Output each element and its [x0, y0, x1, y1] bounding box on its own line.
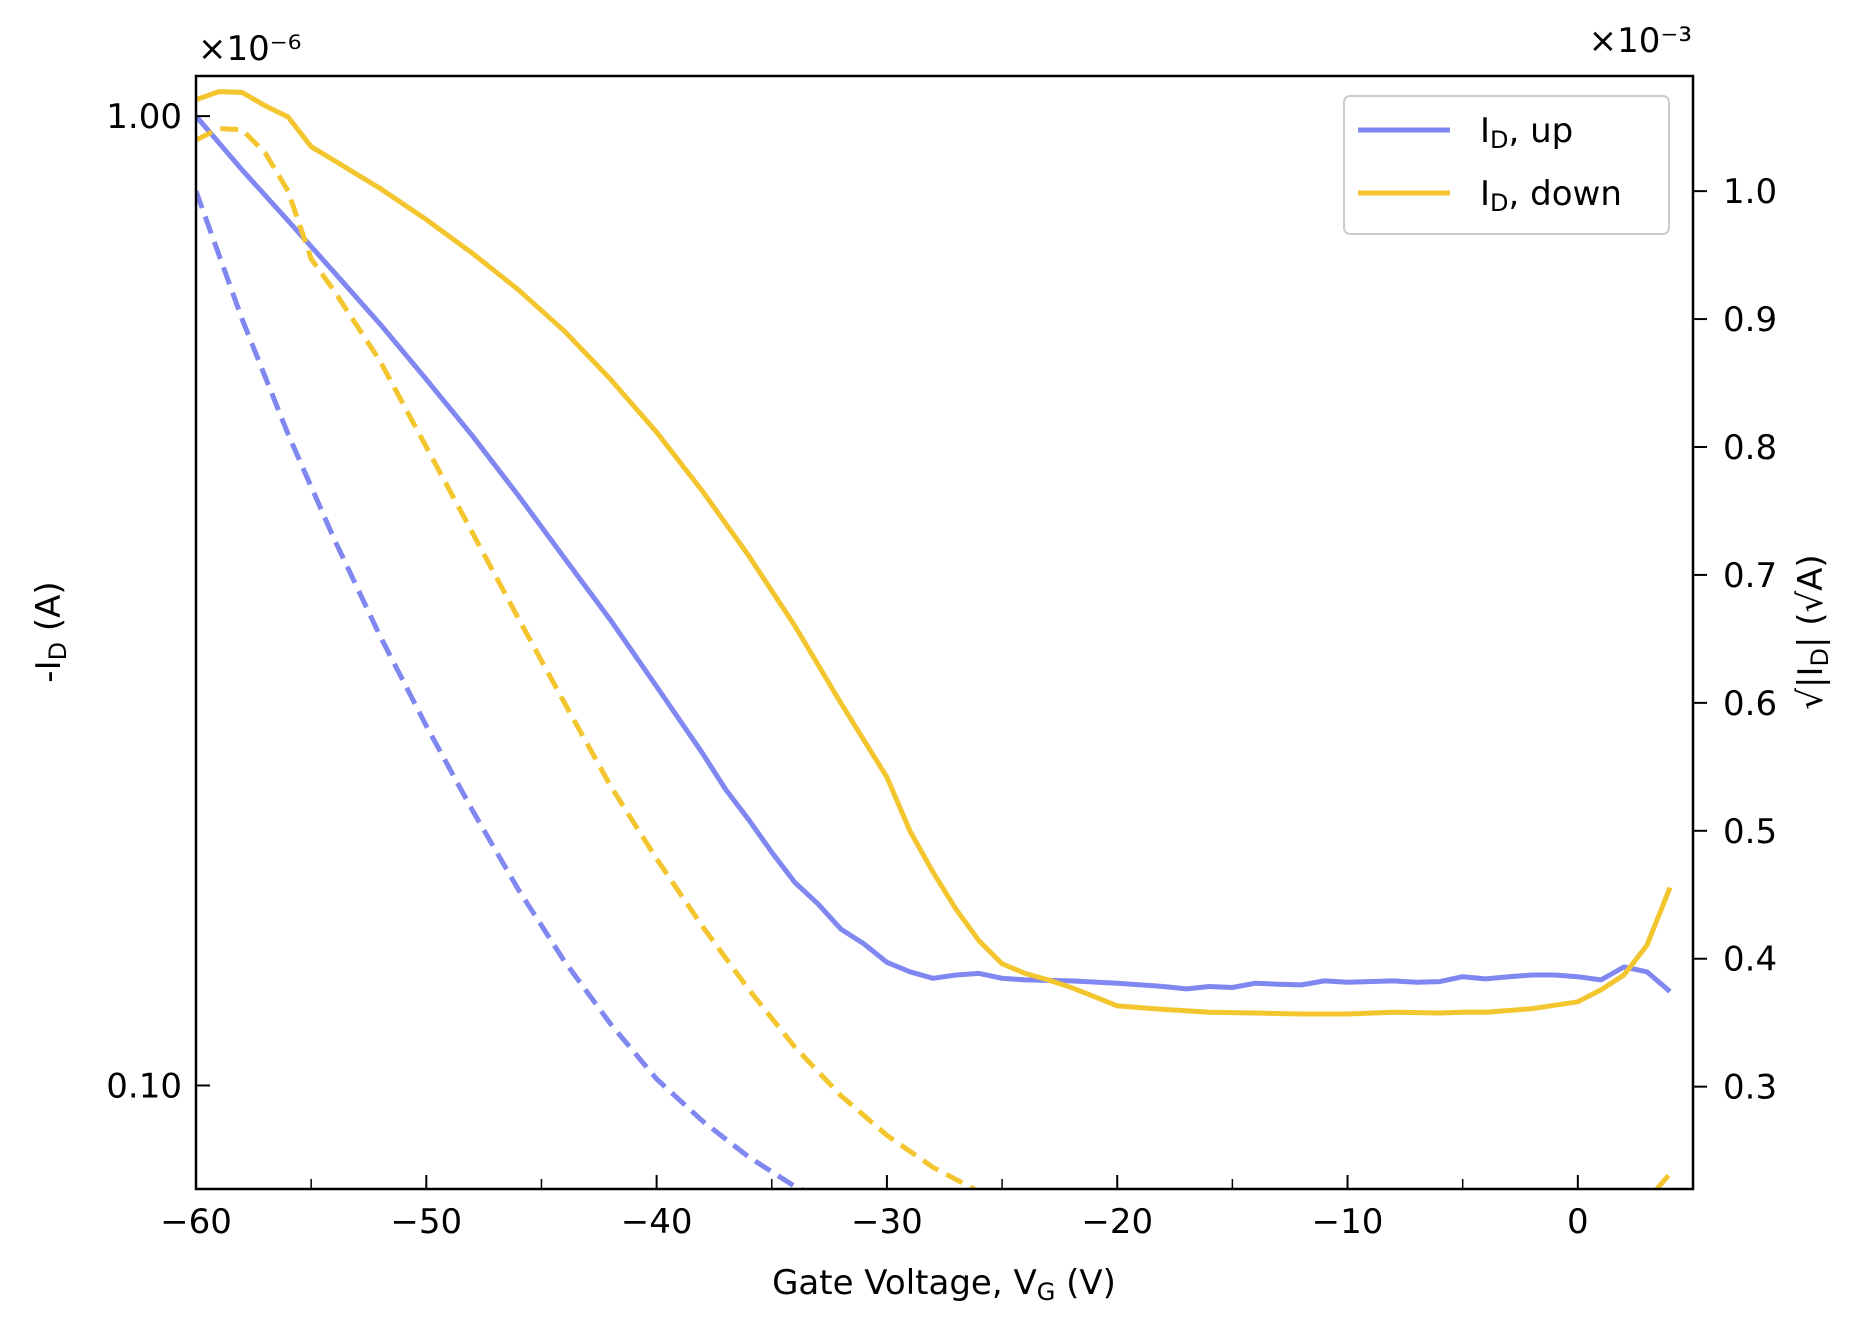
y-right-tick-label: 0.6 [1723, 684, 1777, 724]
x-tick-label: −20 [1081, 1202, 1153, 1242]
y-left-axis-label: -ID (A) [29, 581, 72, 682]
x-axis-label: Gate Voltage, VG (V) [772, 1263, 1116, 1306]
y-right-axis-label: √|ID| (√A) [1791, 554, 1834, 709]
y-axis-left: 0.10 1.00 [106, 97, 210, 1106]
legend-label-down: ID, down [1480, 174, 1622, 217]
y-right-tick-label: 1.0 [1723, 172, 1777, 212]
y-left-tick-label: 1.00 [106, 97, 182, 137]
y-right-tick-label: 0.7 [1723, 556, 1777, 596]
y-right-tick-label: 0.9 [1723, 300, 1777, 340]
y-right-tick-label: 0.4 [1723, 940, 1777, 980]
x-tick-label: −40 [621, 1202, 693, 1242]
series-line-up-sqrt [196, 190, 807, 1189]
series-line-down-sqrt [196, 126, 1672, 1189]
x-tick-label: −10 [1312, 1202, 1384, 1242]
y-right-tick-label: 0.5 [1723, 812, 1777, 852]
series-line-down-log [196, 89, 1673, 1017]
plot-frame [194, 74, 1695, 1191]
x-tick-label: 0 [1567, 1202, 1589, 1242]
series-line-up-log [196, 114, 1672, 994]
y-right-tick-label: 0.3 [1723, 1068, 1777, 1108]
x-tick-label: −50 [390, 1202, 462, 1242]
series-layer [196, 89, 1673, 1189]
legend-label-up: ID, up [1480, 111, 1573, 154]
x-tick-label: −60 [160, 1202, 232, 1242]
y-left-offset-label: ×10⁻⁶ [198, 29, 301, 69]
y-axis-right: 0.3 0.4 0.5 0.6 0.7 0.8 0.9 1.0 [1693, 172, 1777, 1108]
y-left-tick-label: 0.10 [106, 1066, 182, 1106]
legend: ID, up ID, down [1343, 95, 1670, 235]
x-tick-label: −30 [851, 1202, 923, 1242]
y-right-tick-label: 0.8 [1723, 428, 1777, 468]
x-axis: −60 −50 −40 −30 −20 −10 0 [160, 1175, 1589, 1242]
y-right-offset-label: ×10⁻³ [1589, 21, 1692, 61]
